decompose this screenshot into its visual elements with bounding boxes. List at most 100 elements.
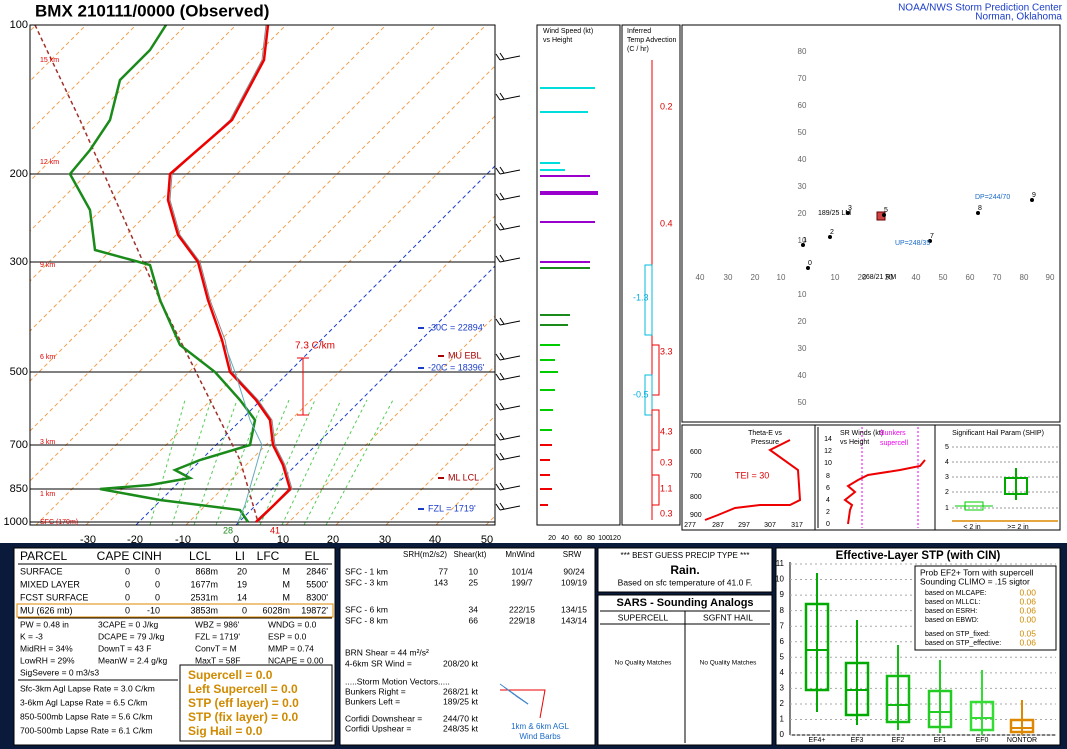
stp-legend <box>914 565 1057 651</box>
isotherm <box>185 215 495 525</box>
axis-label: 700 <box>690 473 702 480</box>
table-cell: 0 <box>155 579 160 589</box>
mixing-ratio-line <box>215 399 264 525</box>
temperature-trace <box>166 25 292 523</box>
wind-barb <box>499 502 505 510</box>
isotherm <box>30 25 387 382</box>
table-cell: 0 <box>242 605 247 615</box>
mixing-ratio-line <box>281 399 342 525</box>
table-cell: 19 <box>237 579 247 589</box>
skewt-plot <box>30 25 495 525</box>
isotherm <box>30 25 187 182</box>
table-cell: SFC - 3 km <box>345 577 388 587</box>
axis-label: NONTOR <box>1007 737 1037 744</box>
hodo-point <box>828 235 832 239</box>
barb-icon <box>515 695 529 705</box>
wind-barb <box>499 92 505 100</box>
axis-label: EF1 <box>934 737 947 744</box>
hodo-axis-label: 20 <box>858 273 867 282</box>
wind-barb <box>495 193 501 201</box>
wind-barb <box>499 435 521 441</box>
wind-barb <box>499 455 521 461</box>
axis-label: 12 <box>824 448 832 455</box>
hodo-axis-label: 20 <box>798 209 807 218</box>
sars-result: No Quality Matches <box>700 660 757 667</box>
axis-label: EF3 <box>851 737 864 744</box>
wind-barb <box>499 257 521 263</box>
wetbulb-trace <box>224 344 263 523</box>
hodo-axis-label: 40 <box>912 273 921 282</box>
axis-label: 4 <box>826 497 830 504</box>
hodo-point <box>928 239 932 243</box>
table-cell: 3853m <box>190 605 218 615</box>
hodo-axis-label: 70 <box>993 273 1002 282</box>
axis-label: 60 <box>574 535 582 542</box>
lapse-rate: Sfc-3km Agl Lapse Rate = 3.0 C/km <box>20 683 155 693</box>
table-cell: 0 <box>155 592 160 602</box>
axis-label: >= 2 in <box>1007 524 1029 531</box>
annotation: -30C = 22894' <box>428 322 485 332</box>
height-label: 9 km <box>40 262 55 269</box>
kinematics-box <box>339 547 596 746</box>
height-label: 12 km <box>40 159 59 166</box>
advection-value: 0.4 <box>660 218 673 228</box>
wind-barb <box>495 373 501 381</box>
barb-icon <box>500 689 546 719</box>
wind-barb <box>495 503 501 511</box>
annotation: FZL = 1719' <box>428 503 476 513</box>
axis-label: 11 <box>776 559 785 568</box>
legend-value: 0.05 <box>1019 628 1036 638</box>
hodograph-frame <box>681 24 1061 423</box>
wind-barb <box>499 402 505 410</box>
table-cell: MIXED LAYER <box>20 579 80 589</box>
wind-barb <box>495 453 501 461</box>
axis-label: 6 <box>826 485 830 492</box>
panel-title: (C / hr) <box>627 46 649 53</box>
axis-label: 3 <box>945 474 949 481</box>
hodo-axis-label: 10 <box>798 290 807 299</box>
table-cell: 109/19 <box>561 577 587 587</box>
temperature-label: 40 <box>429 534 441 546</box>
column-header: LCL <box>189 549 211 563</box>
axis-label: 10 <box>775 575 784 584</box>
temperature-label: 10 <box>277 534 289 546</box>
mixing-ratio-line <box>259 399 316 525</box>
hodo-point <box>806 266 810 270</box>
temperature-label: 50 <box>481 534 493 546</box>
axis-label: 80 <box>587 535 595 542</box>
panel-title: Temp Advection <box>627 37 677 44</box>
kinematic-label: Corfidi Upshear = <box>345 723 411 733</box>
annotation: 28 <box>223 525 233 535</box>
table-cell: M <box>283 592 291 602</box>
panel-title: Pressure <box>751 439 779 446</box>
table-cell: 0 <box>125 579 130 589</box>
hodo-axis-label: 10 <box>831 273 840 282</box>
isotherm <box>30 25 487 482</box>
wind-barb <box>499 169 521 175</box>
axis-label: 297 <box>738 522 750 529</box>
hodo-axis-label: 90 <box>1046 273 1055 282</box>
column-header: LI <box>235 549 245 563</box>
axis-label: 307 <box>764 522 776 529</box>
legend-title: Prob EF2+ Torn with supercell <box>920 567 1034 577</box>
wind-barb <box>499 55 521 61</box>
axis-label: EF0 <box>976 737 989 744</box>
axis-label: 5 <box>780 652 785 661</box>
kinematic-value: 248/35 kt <box>443 723 479 733</box>
legend-value: 0.00 <box>1019 614 1036 624</box>
advection-frame <box>621 24 681 526</box>
advection-value: -0.5 <box>633 389 649 399</box>
pressure-label: 300 <box>10 256 28 268</box>
lapse-rate: 850-500mb Lapse Rate = 5.6 C/km <box>20 711 153 721</box>
mu-highlight <box>16 603 334 618</box>
table-cell: SFC - 6 km <box>345 604 388 614</box>
wind-barb <box>499 254 505 262</box>
advection-bar <box>644 374 653 416</box>
legend-title: Sounding CLIMO = .15 sigtor <box>920 576 1030 586</box>
mixing-ratio-line <box>193 399 238 525</box>
hodo-axis-label: 40 <box>798 155 807 164</box>
stp-box-plot <box>1009 718 1035 734</box>
wind-barb <box>499 375 521 381</box>
kinematic-value: 268/21 kt <box>443 686 479 696</box>
